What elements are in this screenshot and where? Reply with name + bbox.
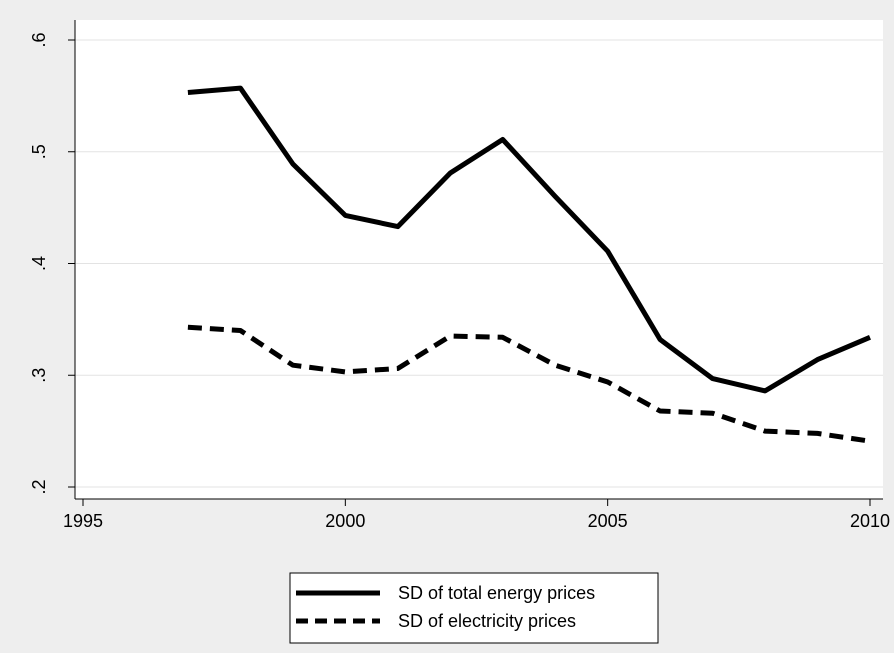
x-tick-label: 2005	[588, 511, 628, 531]
legend-box	[289, 572, 659, 644]
x-axis: 1995 2000 2005 2010	[63, 499, 890, 531]
y-tick-label: .2	[29, 479, 49, 494]
y-axis: .2 .3 .4 .5 .6	[29, 32, 75, 495]
series-line-total-energy	[187, 85, 871, 394]
y-tick-label: .6	[29, 32, 49, 47]
series-line-electricity	[187, 324, 871, 444]
y-tick-label: .3	[29, 368, 49, 383]
y-tick-label: .4	[29, 256, 49, 271]
gridlines	[75, 39, 883, 488]
x-tick-label: 2010	[850, 511, 890, 531]
plot-area	[75, 20, 883, 499]
series-lines	[187, 85, 871, 444]
x-tick-label: 2000	[325, 511, 365, 531]
legend-label-total-energy: SD of total energy prices	[398, 583, 595, 603]
legend: SD of total energy prices SD of electric…	[289, 572, 659, 644]
x-tick-label: 1995	[63, 511, 103, 531]
legend-label-electricity: SD of electricity prices	[398, 611, 576, 631]
y-tick-label: .5	[29, 144, 49, 159]
